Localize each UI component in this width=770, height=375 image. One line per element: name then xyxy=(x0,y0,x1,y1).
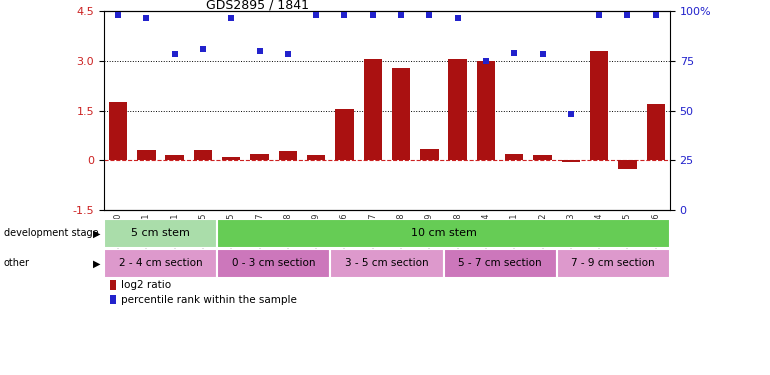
Point xyxy=(112,12,124,18)
Point xyxy=(621,12,634,18)
Text: 5 - 7 cm section: 5 - 7 cm section xyxy=(458,258,542,268)
Point xyxy=(593,12,605,18)
Bar xyxy=(647,104,665,160)
Text: 2 - 4 cm section: 2 - 4 cm section xyxy=(119,258,203,268)
Point xyxy=(338,12,350,18)
Bar xyxy=(392,68,410,160)
Point xyxy=(169,51,181,57)
Point xyxy=(225,15,237,21)
Text: 5 cm stem: 5 cm stem xyxy=(131,228,190,238)
Bar xyxy=(250,154,269,160)
Point xyxy=(140,15,152,21)
Bar xyxy=(217,249,330,278)
Bar xyxy=(222,157,240,160)
Bar xyxy=(307,155,326,160)
Text: percentile rank within the sample: percentile rank within the sample xyxy=(121,295,296,304)
Point xyxy=(451,15,464,21)
Bar xyxy=(137,150,156,160)
Point xyxy=(282,51,294,57)
Bar xyxy=(109,102,127,160)
Text: GDS2895 / 1841: GDS2895 / 1841 xyxy=(206,0,309,11)
Point xyxy=(197,46,209,53)
Point xyxy=(537,51,549,57)
Text: 3 - 5 cm section: 3 - 5 cm section xyxy=(345,258,429,268)
Point xyxy=(480,58,492,64)
Point xyxy=(650,12,662,18)
Point xyxy=(367,12,379,18)
Bar xyxy=(279,152,297,160)
Bar xyxy=(217,219,670,248)
Bar xyxy=(335,109,353,160)
Bar xyxy=(590,51,608,160)
Point xyxy=(310,12,323,18)
Point xyxy=(508,50,521,55)
Text: development stage: development stage xyxy=(4,228,99,238)
Bar xyxy=(557,249,670,278)
Text: log2 ratio: log2 ratio xyxy=(121,280,171,290)
Text: 0 - 3 cm section: 0 - 3 cm section xyxy=(232,258,316,268)
Bar xyxy=(363,59,382,160)
Bar xyxy=(420,149,439,160)
Bar xyxy=(330,249,444,278)
Bar xyxy=(618,160,637,169)
Bar xyxy=(194,150,213,160)
Bar xyxy=(109,280,116,290)
Bar xyxy=(109,295,116,304)
Point xyxy=(564,111,577,117)
Bar xyxy=(534,155,552,160)
Bar xyxy=(561,160,580,162)
Point xyxy=(253,48,266,54)
Bar xyxy=(166,155,184,160)
Text: 7 - 9 cm section: 7 - 9 cm section xyxy=(571,258,655,268)
Text: ▶: ▶ xyxy=(92,258,100,268)
Point xyxy=(424,12,436,18)
Bar xyxy=(104,219,217,248)
Bar xyxy=(104,249,217,278)
Bar xyxy=(448,59,467,160)
Bar xyxy=(477,61,495,160)
Bar xyxy=(505,154,524,160)
Bar xyxy=(444,249,557,278)
Text: other: other xyxy=(4,258,30,268)
Point xyxy=(395,12,407,18)
Text: 10 cm stem: 10 cm stem xyxy=(410,228,477,238)
Text: ▶: ▶ xyxy=(92,228,100,238)
